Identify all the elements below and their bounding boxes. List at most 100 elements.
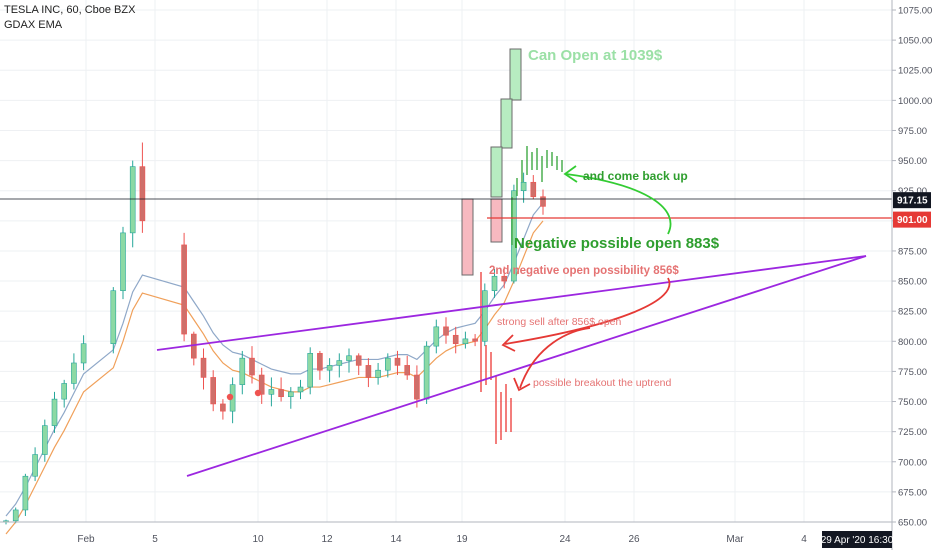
candle xyxy=(278,377,284,402)
candle xyxy=(540,189,546,215)
candle xyxy=(61,379,68,408)
x-tick-label: 12 xyxy=(321,534,333,545)
candle xyxy=(355,353,362,376)
candle xyxy=(481,283,488,347)
red-curved-arrow-2 xyxy=(519,327,591,389)
y-tick-label: 1025.00 xyxy=(898,66,932,77)
indicator-label: GDAX EMA xyxy=(4,19,63,31)
candle-body xyxy=(51,398,58,426)
candle xyxy=(462,331,469,349)
candle-body xyxy=(462,338,469,345)
candle xyxy=(181,232,187,342)
symbol-title: TESLA INC, 60, Cboe BZX xyxy=(4,4,136,16)
candle-body xyxy=(501,275,508,282)
candle xyxy=(22,473,29,516)
candle xyxy=(394,350,401,376)
candle-body xyxy=(12,509,19,522)
candle-body xyxy=(394,357,401,366)
x-tick-label: 14 xyxy=(390,534,402,545)
candle xyxy=(297,379,304,400)
candle xyxy=(41,419,48,462)
projection-box xyxy=(509,48,522,101)
y-tick-label: 850.00 xyxy=(898,277,927,288)
projection-box xyxy=(500,98,513,149)
candle xyxy=(32,447,38,482)
annotation-strong-sell: strong sell after 856$ open xyxy=(497,316,621,328)
annotation-breakout: possible breakout the uptrend xyxy=(533,377,672,389)
price-label-bg xyxy=(893,211,931,228)
candle xyxy=(200,348,207,390)
candle-body xyxy=(268,389,275,395)
lower-trendline xyxy=(186,255,867,477)
candle-body xyxy=(297,386,304,393)
candle xyxy=(375,362,381,385)
candle-body xyxy=(433,326,440,347)
y-tick-label: 750.00 xyxy=(898,397,927,408)
ema-dot xyxy=(254,389,262,397)
x-tick-label: Mar xyxy=(726,534,744,545)
y-axis[interactable]: 650.00 675.00 700.00 725.00 750.00 775.00 800.… xyxy=(891,0,932,550)
x-tick-label: 5 xyxy=(152,534,158,545)
candle-body xyxy=(110,290,117,345)
candle xyxy=(384,353,391,378)
candle xyxy=(452,326,459,354)
candle xyxy=(129,160,136,248)
candle xyxy=(520,172,527,203)
red-arrowhead-2 xyxy=(513,377,531,392)
candle-body xyxy=(443,326,449,336)
candle xyxy=(220,399,226,420)
candle-body xyxy=(423,345,430,400)
candle-body xyxy=(129,166,136,234)
x-axis[interactable]: Feb 5 10 12 14 19 24 26 Mar 4 xyxy=(0,521,892,545)
candle xyxy=(501,266,508,289)
candle xyxy=(443,317,449,344)
candle-body xyxy=(520,181,527,192)
projection-box xyxy=(490,146,503,198)
candle-body xyxy=(120,232,126,291)
red-curved-arrow-1 xyxy=(504,277,671,345)
y-tick-label: 1000.00 xyxy=(898,96,932,107)
y-tick-label: 950.00 xyxy=(898,156,927,167)
drawings-layer xyxy=(0,48,892,477)
candle xyxy=(530,175,537,200)
candle xyxy=(80,335,87,371)
candle-body xyxy=(540,196,546,207)
candle-body xyxy=(249,357,255,376)
candle-body xyxy=(287,391,294,398)
y-tick-label: 725.00 xyxy=(898,427,927,438)
y-tick-label: 975.00 xyxy=(898,126,927,137)
candle xyxy=(336,353,343,378)
candle-body xyxy=(258,374,265,395)
price-label: 917.15 xyxy=(897,196,928,207)
x-tick-label: Feb xyxy=(77,534,95,545)
candle-body xyxy=(71,362,77,384)
candle-body xyxy=(307,353,314,388)
candle-body xyxy=(346,355,352,361)
candle-body xyxy=(375,369,381,378)
candle-body xyxy=(61,383,68,400)
annotation-negative-856: 2nd negative open possibility 856$ xyxy=(489,265,679,277)
x-tick-label: 10 xyxy=(252,534,264,545)
candle-body xyxy=(452,334,459,345)
candle xyxy=(404,355,411,380)
ema-dot xyxy=(226,393,234,401)
annotation-can-open: Can Open at 1039$ xyxy=(528,47,663,64)
red-arrowhead-1 xyxy=(501,334,516,352)
candle-body xyxy=(210,377,216,405)
candle xyxy=(317,350,323,380)
price-labels: 917.15 901.00 xyxy=(893,192,931,228)
candle xyxy=(210,370,216,412)
y-tick-label: 825.00 xyxy=(898,307,927,318)
candle-body xyxy=(326,365,333,371)
date-badge-group: 29 Apr '20 16:30 xyxy=(821,531,894,548)
y-tick-label: 775.00 xyxy=(898,367,927,378)
candle-body xyxy=(32,454,38,477)
x-tick-label: 19 xyxy=(456,534,468,545)
candle xyxy=(139,142,146,233)
x-tick-label: 24 xyxy=(559,534,571,545)
annotation-negative-883: Negative possible open 883$ xyxy=(514,235,720,252)
price-label: 901.00 xyxy=(897,215,928,226)
projection-box xyxy=(490,198,503,243)
